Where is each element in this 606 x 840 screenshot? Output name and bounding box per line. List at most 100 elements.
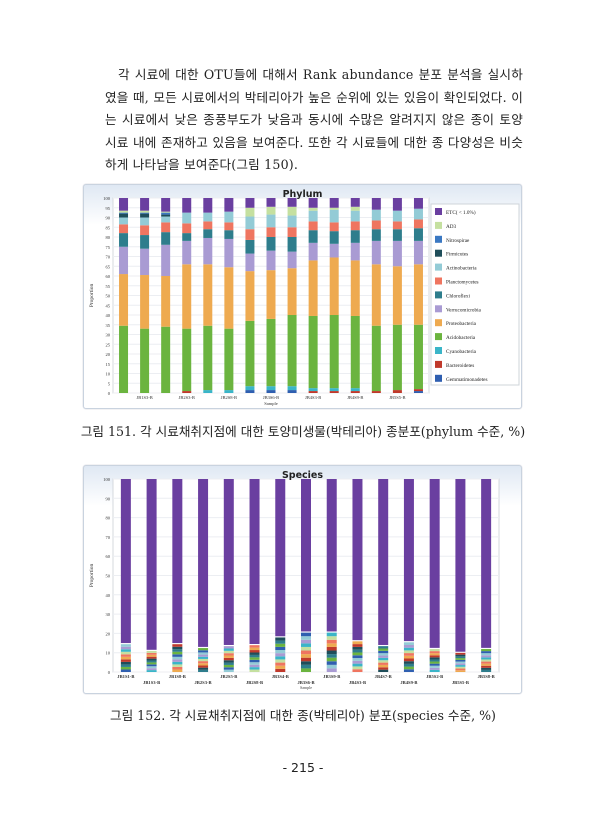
bar-segment-minor-species <box>403 653 414 656</box>
bar-segment-ad3 <box>350 206 360 211</box>
bar-segment-actinobacteria <box>266 214 276 228</box>
bar-segment-minor-species <box>378 664 389 668</box>
bar-segment-dominant <box>481 479 492 648</box>
bar-segment-minor-species <box>429 667 440 670</box>
bar-segment-minor-species <box>146 660 157 663</box>
bar-segment-proteobacteria <box>161 276 171 327</box>
bar-segment-cyanobacteria <box>266 386 276 391</box>
bar-segment-planctomycetes <box>224 222 234 231</box>
bar-segment-verrucomicrobia <box>413 240 423 265</box>
bar-segment-minor-species <box>249 652 260 655</box>
bar-segment-minor-species <box>481 667 492 670</box>
bar-segment-minor-species <box>326 657 337 662</box>
figure-151-caption: 그림 151. 각 시료채취지점에 대한 토양미생물(박테리아) 종분포(phy… <box>80 424 526 439</box>
bar-segment-etc-1-0- <box>161 198 171 212</box>
x-tick-label: JB3S9-B <box>323 674 340 679</box>
page-number: - 215 - <box>282 760 324 775</box>
bar-segment-minor-species <box>429 665 440 668</box>
bar-segment-verrucomicrobia <box>224 238 234 268</box>
bar-segment-minor-species <box>275 637 286 641</box>
bar-segment-minor-species <box>326 668 337 672</box>
bar-segment-minor-species <box>275 665 286 669</box>
bar-segment-etc-1-0- <box>119 198 129 211</box>
bar-segment-minor-species <box>301 639 311 644</box>
x-tick-label: JB3S4-B <box>272 674 289 679</box>
bar-segment-planctomycetes <box>371 220 381 230</box>
bar-segment-minor-species <box>120 664 131 667</box>
bar-segment-acidobacteria <box>140 328 150 393</box>
bar-segment-proteobacteria <box>371 264 381 326</box>
x-tick-label: JB2S5-B <box>220 674 237 679</box>
bar-segment-minor-species <box>172 669 183 672</box>
legend-swatch <box>435 235 442 243</box>
bar-segment-ad3 <box>287 206 297 216</box>
bar-segment-minor-species <box>429 661 440 664</box>
y-tick-label: 95 <box>106 206 111 211</box>
species-chart-svg: 0 10 20 30 40 50 60 70 80 90 100 Species Proportion J… <box>89 470 500 690</box>
bar-segment-minor-species <box>146 662 157 665</box>
bar-segment-chloroflexi <box>245 239 255 254</box>
bar-segment-minor-species <box>146 668 157 671</box>
bar-segment-minor-species <box>223 667 234 670</box>
bar-segment-minor-species <box>455 668 466 671</box>
legend-label: Acidobacteria <box>446 335 476 341</box>
bar-segment-minor-species <box>378 653 389 656</box>
y-tick-label: 10 <box>106 651 111 656</box>
bar-segment-minor-species <box>249 659 260 663</box>
bar-segment-minor-species <box>455 666 466 669</box>
bar-segment-acidobacteria <box>308 315 318 389</box>
bar-segment-dominant <box>403 479 414 642</box>
bar-segment-minor-species <box>146 658 157 661</box>
bar-segment-chloroflexi <box>350 230 360 243</box>
bar-segment-dominant <box>146 479 157 650</box>
x-tick-label: JB5S5-B <box>389 395 405 400</box>
legend-label: Proteobacteria <box>446 321 477 327</box>
bar-segment-minor-species <box>198 669 209 672</box>
bar-segment-minor-species <box>120 659 131 662</box>
bar-segment-minor-species <box>172 651 183 655</box>
y-tick-label: 75 <box>106 245 111 250</box>
x-tick-label: JB5S2-B <box>426 674 443 679</box>
bar-segment-minor-species <box>275 668 286 672</box>
bar-segment-ad3 <box>119 210 129 213</box>
bar-segment-etc-1-0- <box>392 198 402 211</box>
bar-segment-cyanobacteria <box>308 388 318 392</box>
bar-segment-proteobacteria <box>413 264 423 325</box>
x-tick-label: JB2S3-B <box>179 395 195 400</box>
bar-segment-minor-species <box>172 654 183 657</box>
bar-segment-minor-species <box>378 648 389 651</box>
bar-segment-acidobacteria <box>245 320 255 387</box>
bar-segment-planctomycetes <box>182 223 192 234</box>
bar-segment-etc-1-0- <box>224 198 234 212</box>
body-paragraph: 각 시료에 대한 OTU들에 대해서 Rank abundance 분포 분석을… <box>105 67 523 173</box>
bar-segment-minor-species <box>223 653 234 656</box>
bar-segment-minor-species <box>403 663 414 667</box>
bar-segment-minor-species <box>481 653 492 656</box>
bar-segment-minor-species <box>455 665 466 667</box>
x-tick-label: JB2S8-B <box>221 395 237 400</box>
bar-segment-dominant <box>352 479 363 641</box>
y-tick-label: 70 <box>106 255 111 260</box>
bar-segment-actinobacteria <box>308 210 318 222</box>
bar-segment-dominant <box>198 479 209 647</box>
x-axis-label: Sample <box>264 401 278 406</box>
bar-segment-minor-species <box>455 656 466 659</box>
bar-segment-minor-species <box>481 669 492 672</box>
bar-segment-minor-species <box>249 669 260 672</box>
bar-segment-chloroflexi <box>413 228 423 241</box>
legend-label: Gemmatimonadetes <box>446 377 488 383</box>
bar-segment-actinobacteria <box>140 217 150 226</box>
y-tick-label: 80 <box>106 235 111 240</box>
bar-segment-planctomycetes <box>161 222 171 233</box>
species-chart: 0 10 20 30 40 50 60 70 80 90 100 Species Proportion J… <box>83 465 522 694</box>
bar-segment-minor-species <box>146 666 157 669</box>
bar-segment-nitrospirae <box>140 212 150 214</box>
bar-segment-proteobacteria <box>350 260 360 316</box>
legend-label: Verrucomicrobia <box>446 307 482 313</box>
bar-segment-minor-species <box>455 659 466 662</box>
bar-segment-minor-species <box>326 636 337 640</box>
bar-segment-verrucomicrobia <box>308 242 318 261</box>
x-tick-label: JB3S6-B <box>263 395 279 400</box>
bar-segment-minor-species <box>198 665 209 668</box>
bar-segment-minor-species <box>481 655 492 658</box>
